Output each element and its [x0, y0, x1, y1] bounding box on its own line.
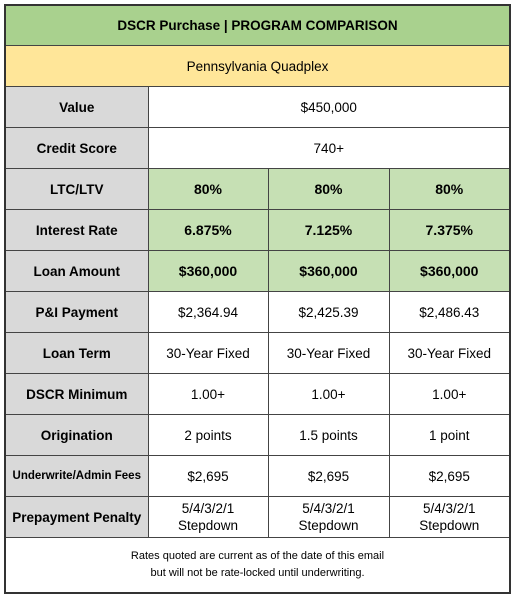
title: DSCR Purchase | PROGRAM COMPARISON — [4, 4, 511, 46]
row-label: Loan Amount — [4, 250, 149, 292]
row-label: Loan Term — [4, 332, 149, 374]
cell: 1.00+ — [388, 373, 511, 415]
title-row: DSCR Purchase | PROGRAM COMPARISON — [4, 4, 511, 46]
comparison-table: DSCR Purchase | PROGRAM COMPARISON Penns… — [4, 4, 512, 594]
row-label: Value — [4, 86, 149, 128]
table-row: LTC/LTV 80% 80% 80% — [4, 168, 511, 210]
table-row: Origination 2 points 1.5 points 1 point — [4, 414, 511, 456]
cell: $450,000 — [147, 86, 511, 128]
cell: 80% — [267, 168, 390, 210]
row-label: LTC/LTV — [4, 168, 149, 210]
cell: 5/4/3/2/1 Stepdown — [147, 496, 269, 538]
table-row: DSCR Minimum 1.00+ 1.00+ 1.00+ — [4, 373, 511, 415]
cell: 1.00+ — [267, 373, 390, 415]
footer-row: Rates quoted are current as of the date … — [4, 537, 511, 594]
row-label: Prepayment Penalty — [4, 496, 149, 538]
row-label: Underwrite/Admin Fees — [4, 455, 149, 497]
row-label: P&I Payment — [4, 291, 149, 333]
subtitle-row: Pennsylvania Quadplex — [4, 45, 511, 87]
cell: 2 points — [147, 414, 269, 456]
subtitle: Pennsylvania Quadplex — [4, 45, 511, 87]
cell: 80% — [147, 168, 269, 210]
cell: 740+ — [147, 127, 511, 169]
cell: 6.875% — [147, 209, 269, 251]
cell: 7.125% — [267, 209, 390, 251]
cell: $2,486.43 — [388, 291, 511, 333]
table-row: P&I Payment $2,364.94 $2,425.39 $2,486.43 — [4, 291, 511, 333]
footer: Rates quoted are current as of the date … — [4, 537, 511, 594]
table-row: Prepayment Penalty 5/4/3/2/1 Stepdown 5/4/… — [4, 496, 511, 538]
cell: 1.00+ — [147, 373, 269, 415]
row-label: DSCR Minimum — [4, 373, 149, 415]
cell: $360,000 — [388, 250, 511, 292]
cell: 80% — [388, 168, 511, 210]
cell: 5/4/3/2/1 Stepdown — [388, 496, 511, 538]
cell: $2,695 — [147, 455, 269, 497]
cell: 7.375% — [388, 209, 511, 251]
cell: $2,695 — [388, 455, 511, 497]
row-label: Origination — [4, 414, 149, 456]
table-row: Credit Score 740+ — [4, 127, 511, 169]
row-label: Interest Rate — [4, 209, 149, 251]
footer-line: Rates quoted are current as of the date … — [130, 550, 385, 562]
cell: 30-Year Fixed — [147, 332, 269, 374]
table-row: Loan Amount $360,000 $360,000 $360,000 — [4, 250, 511, 292]
table-row: Interest Rate 6.875% 7.125% 7.375% — [4, 209, 511, 251]
cell: $2,695 — [267, 455, 390, 497]
cell: 30-Year Fixed — [388, 332, 511, 374]
cell: $2,425.39 — [267, 291, 390, 333]
table-row: Underwrite/Admin Fees $2,695 $2,695 $2,695 — [4, 455, 511, 497]
cell: 5/4/3/2/1 Stepdown — [267, 496, 390, 538]
table-row: Loan Term 30-Year Fixed 30-Year Fixed 30-Ye… — [4, 332, 511, 374]
row-label: Credit Score — [4, 127, 149, 169]
footer-line: but will not be rate-locked until underw… — [150, 567, 365, 579]
cell: $360,000 — [147, 250, 269, 292]
cell: 1.5 points — [267, 414, 390, 456]
cell: $2,364.94 — [147, 291, 269, 333]
cell: $360,000 — [267, 250, 390, 292]
cell: 1 point — [388, 414, 511, 456]
cell: 30-Year Fixed — [267, 332, 390, 374]
table-body: DSCR Purchase | PROGRAM COMPARISON Penns… — [4, 4, 511, 594]
table-row: Value $450,000 — [4, 86, 511, 128]
